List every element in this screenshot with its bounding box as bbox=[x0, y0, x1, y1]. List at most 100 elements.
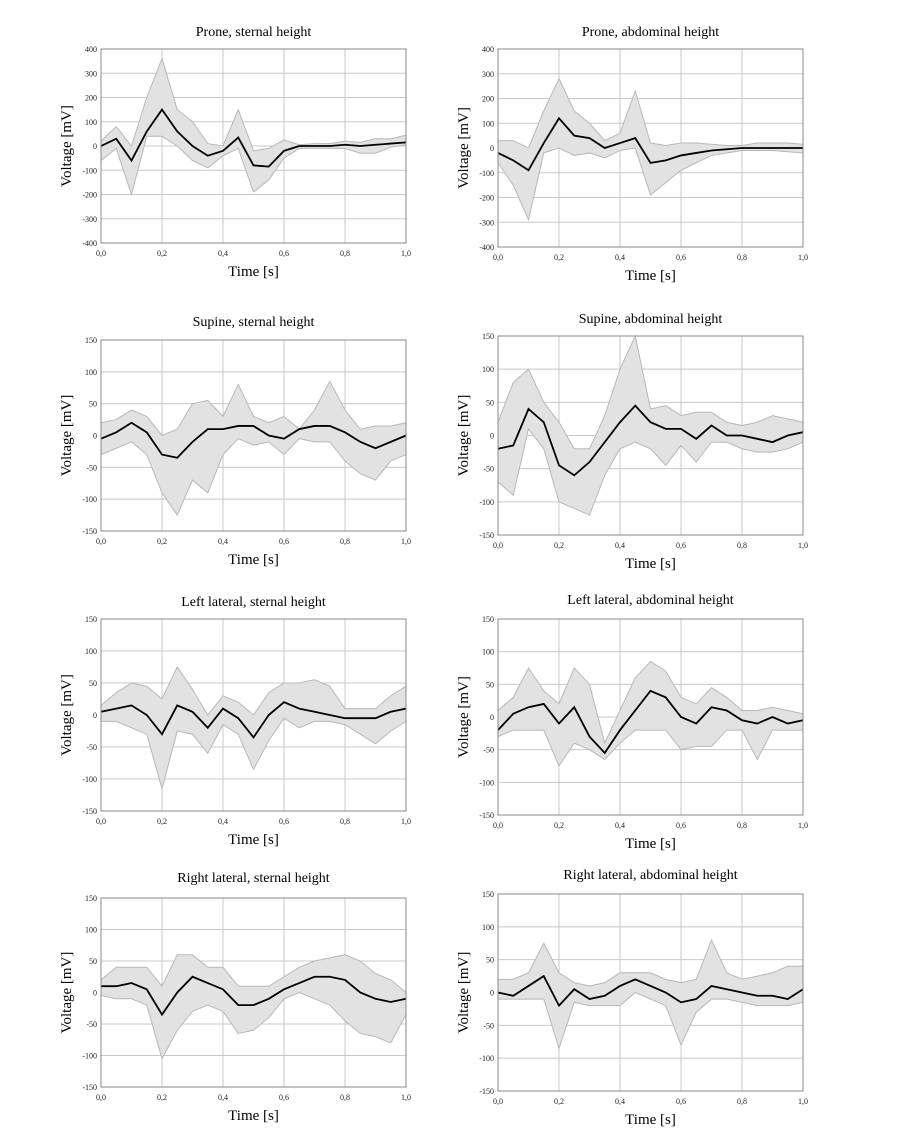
x-tick-label: 0,8 bbox=[737, 1097, 747, 1106]
y-tick-label: 100 bbox=[85, 647, 97, 656]
subplot-6: 0,0 0,2 0,4 0,6 0,8 1,0 -150 -100 -50 0 50 100 150 Le… bbox=[456, 593, 808, 852]
x-tick-label: 0,6 bbox=[676, 253, 686, 262]
x-tick-label: 0,6 bbox=[279, 1093, 289, 1102]
x-tick-label: 0,2 bbox=[554, 1097, 564, 1106]
x-tick-label: 0,0 bbox=[96, 249, 106, 258]
subplot-2: 0,0 0,2 0,4 0,6 0,8 1,0 -400 -300 -200 -100 0 100 20… bbox=[456, 25, 808, 284]
x-tick-label: 0,8 bbox=[737, 253, 747, 262]
x-tick-label: 0,8 bbox=[737, 821, 747, 830]
y-tick-label: -100 bbox=[479, 498, 494, 507]
y-tick-label: 200 bbox=[85, 94, 97, 103]
y-tick-label: -300 bbox=[479, 218, 494, 227]
y-axis-label: Voltage [mV] bbox=[456, 952, 472, 1034]
x-tick-label: 0,0 bbox=[96, 537, 106, 546]
y-tick-label: -50 bbox=[483, 746, 494, 755]
x-tick-label: 1,0 bbox=[401, 249, 411, 258]
y-tick-label: 100 bbox=[85, 118, 97, 127]
x-tick-label: 0,0 bbox=[96, 1093, 106, 1102]
x-tick-label: 0,2 bbox=[554, 821, 564, 830]
plot-frame bbox=[100, 339, 407, 532]
y-tick-label: 50 bbox=[486, 680, 494, 689]
x-tick-label: 1,0 bbox=[798, 253, 808, 262]
chart-title: Right lateral, abdominal height bbox=[563, 868, 737, 883]
y-tick-label: 200 bbox=[482, 95, 494, 104]
y-axis-label: Voltage [mV] bbox=[456, 395, 472, 477]
chart-title: Supine, abdominal height bbox=[579, 312, 723, 327]
y-tick-label: -400 bbox=[479, 243, 494, 252]
x-axis-label: Time [s] bbox=[228, 1108, 279, 1124]
x-tick-label: 0,8 bbox=[737, 541, 747, 550]
y-tick-label: -100 bbox=[82, 775, 97, 784]
y-tick-label: 100 bbox=[85, 368, 97, 377]
y-tick-label: 0 bbox=[490, 713, 494, 722]
subplot-7: 0,0 0,2 0,4 0,6 0,8 1,0 -150 -100 -50 0 50 100 150 Ri… bbox=[59, 871, 411, 1124]
y-tick-label: 0 bbox=[490, 989, 494, 998]
x-tick-label: 0,6 bbox=[676, 821, 686, 830]
y-tick-label: 400 bbox=[85, 45, 97, 54]
y-tick-label: -50 bbox=[483, 1021, 494, 1030]
y-tick-label: 150 bbox=[482, 332, 494, 341]
chart-title: Supine, sternal height bbox=[193, 315, 315, 330]
mean-line bbox=[101, 975, 407, 1017]
y-tick-label: 150 bbox=[85, 894, 97, 903]
x-axis-label: Time [s] bbox=[625, 836, 676, 852]
subplot-1: 0,0 0,2 0,4 0,6 0,8 1,0 -400 -300 -200 -100 0 100 20… bbox=[59, 25, 411, 280]
y-tick-label: 100 bbox=[482, 648, 494, 657]
y-tick-label: -50 bbox=[86, 743, 97, 752]
plot-frame bbox=[100, 48, 407, 244]
y-tick-label: -150 bbox=[82, 527, 97, 536]
x-tick-label: 1,0 bbox=[798, 821, 808, 830]
x-tick-label: 0,6 bbox=[279, 537, 289, 546]
y-tick-label: 300 bbox=[85, 69, 97, 78]
y-tick-label: 100 bbox=[482, 923, 494, 932]
y-tick-label: -100 bbox=[82, 166, 97, 175]
x-axis-label: Time [s] bbox=[625, 1112, 676, 1128]
y-tick-label: -100 bbox=[479, 1054, 494, 1063]
y-tick-label: -200 bbox=[479, 194, 494, 203]
plot-frame bbox=[497, 335, 804, 536]
y-tick-label: -400 bbox=[82, 239, 97, 248]
x-tick-label: 0,2 bbox=[554, 253, 564, 262]
y-tick-label: -100 bbox=[479, 169, 494, 178]
y-tick-label: 100 bbox=[482, 119, 494, 128]
envelope-band bbox=[100, 57, 407, 197]
plot-frame bbox=[100, 897, 407, 1088]
y-tick-label: 150 bbox=[85, 615, 97, 624]
y-axis-label: Voltage [mV] bbox=[59, 105, 75, 187]
plot-frame bbox=[497, 618, 804, 816]
x-axis-label: Time [s] bbox=[625, 556, 676, 572]
y-tick-label: -150 bbox=[479, 811, 494, 820]
mean-line bbox=[497, 116, 803, 172]
x-tick-label: 0,4 bbox=[615, 1097, 625, 1106]
x-tick-label: 0,6 bbox=[279, 249, 289, 258]
envelope-band bbox=[100, 380, 407, 517]
envelope-band bbox=[100, 954, 407, 1060]
y-tick-label: 50 bbox=[486, 398, 494, 407]
y-axis-label: Voltage [mV] bbox=[59, 395, 75, 477]
y-axis-label: Voltage [mV] bbox=[59, 952, 75, 1034]
plot-frame bbox=[100, 618, 407, 812]
y-tick-label: -150 bbox=[82, 1083, 97, 1092]
mean-line bbox=[100, 108, 407, 168]
x-tick-label: 1,0 bbox=[401, 817, 411, 826]
mean-line bbox=[497, 689, 804, 755]
subplot-5: 0,0 0,2 0,4 0,6 0,8 1,0 -150 -100 -50 0 50 100 150 Le… bbox=[59, 595, 411, 848]
mean-line bbox=[497, 974, 804, 1008]
x-axis-label: Time [s] bbox=[228, 264, 279, 280]
x-axis-label: Time [s] bbox=[228, 552, 279, 568]
x-tick-label: 0,0 bbox=[493, 821, 503, 830]
y-tick-label: -150 bbox=[82, 807, 97, 816]
envelope-band bbox=[497, 334, 804, 516]
y-tick-label: 0 bbox=[93, 432, 97, 441]
plot-frame bbox=[497, 48, 804, 248]
y-tick-label: -150 bbox=[479, 531, 494, 540]
x-tick-label: 0,8 bbox=[340, 249, 350, 258]
x-axis-label: Time [s] bbox=[228, 832, 279, 848]
y-tick-label: 100 bbox=[482, 365, 494, 374]
envelope-band bbox=[497, 938, 804, 1050]
y-tick-label: -100 bbox=[479, 778, 494, 787]
mean-line bbox=[497, 404, 804, 477]
y-tick-label: 150 bbox=[482, 615, 494, 624]
x-tick-label: 0,2 bbox=[157, 537, 167, 546]
y-tick-label: -200 bbox=[82, 191, 97, 200]
